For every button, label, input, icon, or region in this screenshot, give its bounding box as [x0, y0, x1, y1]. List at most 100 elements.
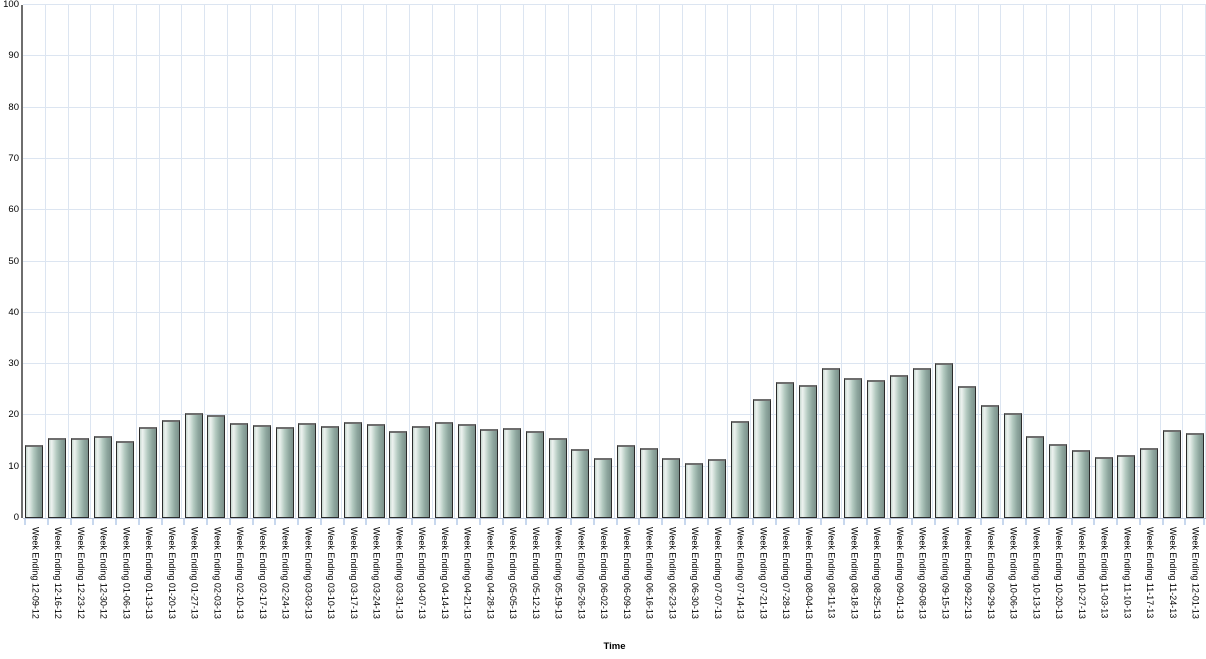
horizontal-gridline — [23, 157, 1206, 159]
bar — [753, 399, 772, 518]
vertical-gridline — [841, 5, 842, 518]
bar — [958, 386, 977, 518]
x-tick-label: Week Ending 12-30-12 — [98, 527, 109, 619]
bar — [639, 448, 658, 518]
x-axis-tick — [456, 519, 459, 525]
x-axis-tick — [729, 519, 732, 525]
bar — [662, 458, 681, 518]
x-axis-tick — [183, 519, 186, 525]
vertical-gridline — [295, 5, 296, 518]
x-tick-label: Week Ending 02-10-13 — [235, 527, 246, 619]
vertical-gridline — [704, 5, 706, 518]
bar — [980, 405, 999, 518]
x-tick-label: Week Ending 07-21-13 — [758, 527, 769, 619]
x-tick-label: Week Ending 12-16-12 — [53, 527, 64, 619]
x-axis-tick — [797, 519, 800, 525]
vertical-gridline — [204, 5, 205, 518]
bar — [48, 438, 67, 518]
bar — [480, 429, 499, 518]
x-axis-tick — [92, 519, 95, 525]
x-axis-tick — [1093, 519, 1096, 525]
bar — [525, 431, 544, 518]
horizontal-gridline — [23, 106, 1206, 108]
x-tick-label: Week Ending 03-24-13 — [371, 527, 382, 619]
vertical-gridline — [272, 5, 274, 518]
horizontal-gridline — [23, 414, 1206, 416]
x-tick-label: Week Ending 05-05-13 — [508, 527, 519, 619]
vertical-gridline — [477, 5, 478, 518]
x-tick-label: Week Ending 04-28-13 — [485, 527, 496, 619]
x-axis-tick — [433, 519, 436, 525]
x-tick-label: Week Ending 09-01-13 — [894, 527, 905, 619]
vertical-gridline — [44, 5, 46, 518]
x-tick-label: Week Ending 09-15-13 — [940, 527, 951, 619]
x-axis-tick — [592, 519, 595, 525]
vertical-gridline — [932, 5, 933, 518]
vertical-gridline — [909, 5, 911, 518]
vertical-gridline — [772, 5, 774, 518]
x-axis-tick — [24, 519, 26, 525]
x-tick-label: Week Ending 03-10-13 — [326, 527, 337, 619]
bar — [798, 385, 817, 518]
bar — [616, 445, 635, 518]
x-axis-title: Time — [603, 641, 626, 652]
vertical-gridline — [1114, 5, 1115, 518]
bar — [1026, 436, 1045, 518]
x-axis-tick — [774, 519, 777, 525]
x-tick-label: Week Ending 03-17-13 — [348, 527, 359, 619]
y-tick-label: 100 — [3, 0, 19, 10]
x-axis-tick — [547, 519, 550, 525]
bar — [298, 423, 317, 518]
bar — [844, 378, 863, 518]
x-axis-tick — [137, 519, 140, 525]
vertical-gridline — [727, 5, 729, 518]
x-axis-tick — [160, 519, 163, 525]
bar — [707, 459, 726, 518]
x-axis-tick — [843, 519, 845, 525]
x-tick-label: Week Ending 02-24-13 — [280, 527, 291, 619]
horizontal-gridline — [23, 465, 1206, 467]
x-axis-tick — [865, 519, 868, 525]
vertical-gridline — [67, 5, 69, 518]
horizontal-gridline — [23, 311, 1206, 313]
bar — [594, 458, 613, 518]
vertical-gridline — [681, 5, 683, 518]
x-axis-tick — [251, 519, 254, 525]
bar — [184, 413, 203, 518]
bar — [685, 463, 704, 518]
x-axis-tick — [479, 519, 481, 525]
x-axis-tick — [274, 519, 277, 525]
bar — [412, 426, 431, 518]
x-axis-tick — [501, 519, 504, 525]
y-tick-label: 10 — [8, 460, 19, 472]
x-axis-tick — [888, 519, 891, 525]
x-tick-label: Week Ending 01-13-13 — [144, 527, 155, 619]
x-tick-label: Week Ending 10-13-13 — [1031, 527, 1042, 619]
vertical-gridline — [590, 5, 592, 518]
x-tick-label: Week Ending 11-24-13 — [1167, 527, 1178, 619]
vertical-gridline — [1159, 5, 1161, 518]
x-axis-tick — [297, 519, 299, 525]
x-axis-tick — [1047, 519, 1050, 525]
x-axis-tick — [69, 519, 72, 525]
vertical-gridline — [1182, 5, 1184, 518]
vertical-gridline — [386, 5, 387, 518]
bar — [343, 422, 362, 518]
x-axis-tick — [388, 519, 390, 525]
vertical-gridline — [522, 5, 524, 518]
vertical-gridline — [863, 5, 865, 518]
x-tick-label: Week Ending 10-06-13 — [1008, 527, 1019, 619]
vertical-gridline — [1068, 5, 1070, 518]
bar — [1117, 455, 1136, 518]
vertical-gridline — [181, 5, 183, 518]
vertical-gridline — [1136, 5, 1138, 518]
vertical-gridline — [317, 5, 319, 518]
vertical-gridline — [568, 5, 569, 518]
bar — [389, 431, 408, 518]
x-tick-label: Week Ending 08-25-13 — [872, 527, 883, 619]
bar — [548, 438, 567, 518]
x-tick-label: Week Ending 03-31-13 — [394, 527, 405, 619]
x-axis-tick — [228, 519, 231, 525]
x-tick-label: Week Ending 08-18-13 — [849, 527, 860, 619]
